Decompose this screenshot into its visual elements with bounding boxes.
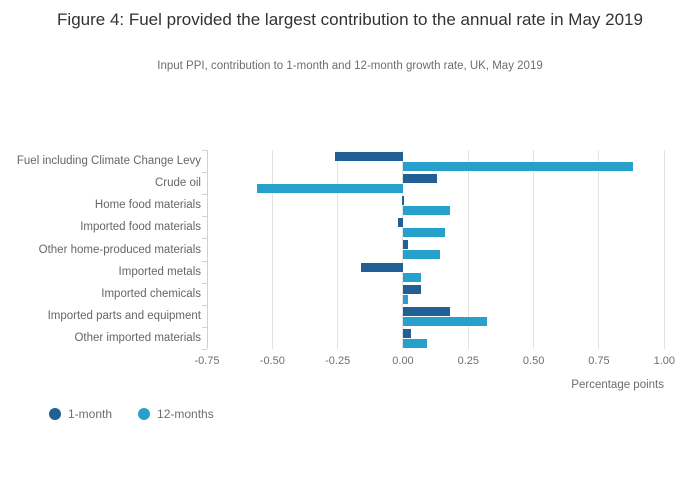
category-label: Other imported materials: [74, 331, 201, 344]
x-tick-label: -0.75: [194, 355, 220, 367]
grid-line: [663, 150, 665, 349]
legend-item-12-months[interactable]: 12-months: [138, 407, 214, 421]
x-tick-label: -0.25: [325, 355, 351, 367]
category-label: Imported parts and equipment: [47, 309, 201, 322]
legend-label-1-month: 1-month: [68, 407, 113, 421]
x-tick-label: 0.00: [392, 355, 414, 367]
grid-line: [533, 150, 535, 349]
bar-1-month: [401, 196, 404, 206]
bar-12-months: [402, 316, 487, 326]
bar-12-months: [402, 250, 440, 260]
y-axis-line: [207, 150, 208, 349]
category-label: Imported metals: [118, 265, 201, 278]
category-label: Imported food materials: [80, 221, 201, 234]
category-label: Home food materials: [94, 199, 201, 212]
grid-line: [402, 150, 404, 349]
y-axis-tick: [202, 349, 207, 350]
legend: 1-month 12-months: [49, 407, 214, 421]
bar-12-months: [402, 162, 633, 171]
chart-subtitle: Input PPI, contribution to 1-month and 1…: [157, 60, 543, 72]
bar-1-month: [402, 284, 422, 294]
bar-1-month: [397, 218, 403, 228]
bar-1-month: [402, 328, 411, 338]
bar-12-months: [402, 228, 445, 238]
y-axis-tick: [202, 238, 207, 240]
x-axis-title: Percentage points: [571, 379, 664, 391]
legend-swatch-12-months-icon: [138, 408, 151, 420]
bar-12-months: [402, 272, 422, 282]
chart-title: Figure 4: Fuel provided the largest cont…: [57, 10, 643, 29]
bar-12-months: [402, 294, 409, 304]
bar-1-month: [335, 152, 403, 161]
legend-label-12-months: 12-months: [157, 407, 214, 421]
grid-line: [337, 150, 339, 349]
y-axis-tick: [202, 282, 207, 284]
grid-line: [598, 150, 600, 349]
x-tick-label: 1.00: [653, 355, 675, 367]
bar-12-months: [256, 184, 403, 194]
grid-line: [467, 150, 469, 349]
x-tick-label: 0.50: [522, 355, 545, 367]
y-axis-tick: [202, 216, 207, 218]
y-axis-tick: [202, 304, 207, 306]
bar-12-months: [402, 206, 451, 216]
legend-swatch-1-month-icon: [49, 408, 61, 420]
x-tick-label: 0.25: [457, 355, 480, 367]
category-label: Imported chemicals: [101, 287, 201, 300]
bar-1-month: [402, 174, 437, 184]
category-label: Fuel including Climate Change Levy: [16, 155, 201, 168]
x-tick-label: -0.50: [259, 355, 285, 367]
category-label: Other home-produced materials: [38, 243, 201, 256]
y-axis-tick: [202, 194, 207, 196]
y-axis-tick: [202, 172, 207, 174]
category-label: Crude oil: [154, 177, 201, 190]
legend-item-1-month[interactable]: 1-month: [49, 407, 112, 421]
y-axis-tick: [202, 150, 207, 151]
bar-1-month: [402, 306, 451, 316]
grid-line: [271, 150, 273, 349]
bar-1-month: [361, 262, 403, 272]
y-axis-tick: [202, 260, 207, 262]
bar-12-months: [402, 338, 427, 348]
bar-1-month: [402, 240, 409, 250]
x-tick-label: 0.75: [588, 355, 610, 367]
y-axis-tick: [202, 326, 207, 328]
